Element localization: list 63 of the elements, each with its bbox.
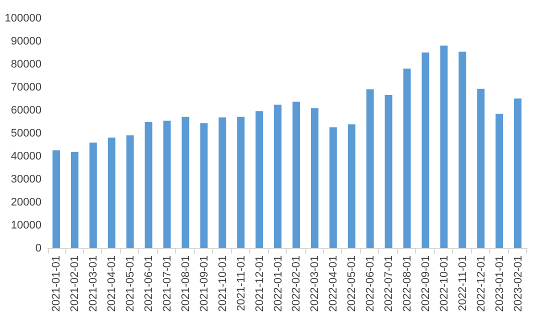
x-tick-label: 2021-06-01 [143,256,156,312]
y-tick-label: 50000 [10,128,42,140]
y-tick-label: 90000 [10,36,42,48]
bar [514,98,522,248]
x-tick-label: 2021-07-01 [162,256,174,312]
x-tick-label: 2021-04-01 [106,256,118,312]
x-tick-label: 2022-03-01 [309,256,322,312]
bar [329,127,337,248]
bar [458,52,466,248]
x-tick-label: 2021-09-01 [198,256,210,312]
bar [52,150,60,248]
x-tick-label: 2022-10-01 [438,256,450,312]
x-tick-label: 2021-01-01 [50,256,63,312]
bar [144,122,152,248]
y-tick-label: 70000 [10,82,42,94]
bar [366,89,374,248]
bar [70,152,78,248]
y-tick-label: 100000 [4,12,42,24]
x-tick-label: 2022-09-01 [420,256,432,312]
bar [384,95,392,248]
y-tick-label: 60000 [10,104,42,116]
bar [163,120,171,248]
bar [126,135,134,248]
bar [182,116,190,248]
x-tick-label: 2022-05-01 [346,256,358,312]
bar [403,68,411,248]
bar [274,104,282,248]
y-tick-label: 10000 [10,220,42,232]
bar [218,117,226,248]
y-tick-label: 30000 [10,174,42,186]
bar [477,88,485,248]
x-tick-label: 2021-03-01 [88,256,100,312]
bar [256,111,264,248]
x-tick-label: 2021-12-01 [254,256,266,312]
bar [310,108,318,248]
bar [496,114,504,248]
y-tick-label: 80000 [10,58,42,70]
x-tick-label: 2022-11-01 [456,256,469,311]
x-tick-label: 2022-07-01 [383,256,396,312]
bar [237,116,245,248]
x-tick-label: 2022-08-01 [402,256,414,312]
x-tick-label: 2021-08-01 [180,256,192,312]
x-tick-label: 2021-10-01 [216,256,229,312]
x-tick-label: 2022-02-01 [290,256,303,312]
x-tick-label: 2021-05-01 [124,256,137,312]
bar [89,142,97,248]
x-tick-label: 2022-04-01 [328,256,340,312]
bar [200,123,208,248]
x-tick-label: 2021-02-01 [69,256,82,312]
x-tick-label: 2022-12-01 [475,256,488,312]
y-tick-label: 0 [35,242,42,254]
bar [348,124,356,248]
x-tick-label: 2022-06-01 [364,256,377,312]
bar [292,102,300,248]
y-tick-label: 40000 [10,150,42,162]
x-tick-label: 2021-11-01 [235,256,248,311]
x-tick-label: 2023-01-01 [494,256,506,312]
x-tick-label: 2022-01-01 [272,256,284,312]
bar [422,52,430,248]
bar [440,46,448,248]
x-tick-label: 2023-02-01 [512,256,524,312]
bar [108,138,116,248]
y-tick-label: 20000 [10,196,42,208]
